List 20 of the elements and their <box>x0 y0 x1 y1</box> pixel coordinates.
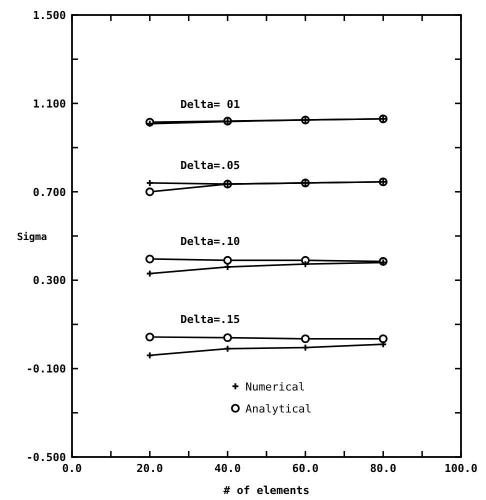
y-tick-label: -0.100 <box>26 362 66 376</box>
annotation: Delta=.10 <box>180 234 240 248</box>
x-axis-title: # of elements <box>223 484 310 497</box>
x-tick-label: 80.0 <box>370 462 396 475</box>
y-tick-label: 1.100 <box>32 97 66 110</box>
x-tick-label: 60.0 <box>292 462 319 475</box>
y-tick-label: 0.700 <box>32 186 66 199</box>
y-tick-label: 1.500 <box>32 9 66 22</box>
legend-label: Numerical <box>245 380 305 394</box>
annotation: Delta=.05 <box>180 158 240 172</box>
legend-label: Analytical <box>245 402 312 416</box>
y-axis-title: Sigma <box>16 231 48 243</box>
x-tick-label: 40.0 <box>214 462 241 475</box>
annotation: Delta= 01 <box>180 98 240 112</box>
y-tick-label: 0.300 <box>32 274 66 288</box>
x-tick-label: 0.0 <box>62 462 82 475</box>
y-tick-label: -0.500 <box>26 451 66 464</box>
x-tick-label: 100.0 <box>444 462 478 475</box>
x-tick-label: 20.0 <box>136 462 164 475</box>
annotation: Delta=.15 <box>180 312 240 326</box>
